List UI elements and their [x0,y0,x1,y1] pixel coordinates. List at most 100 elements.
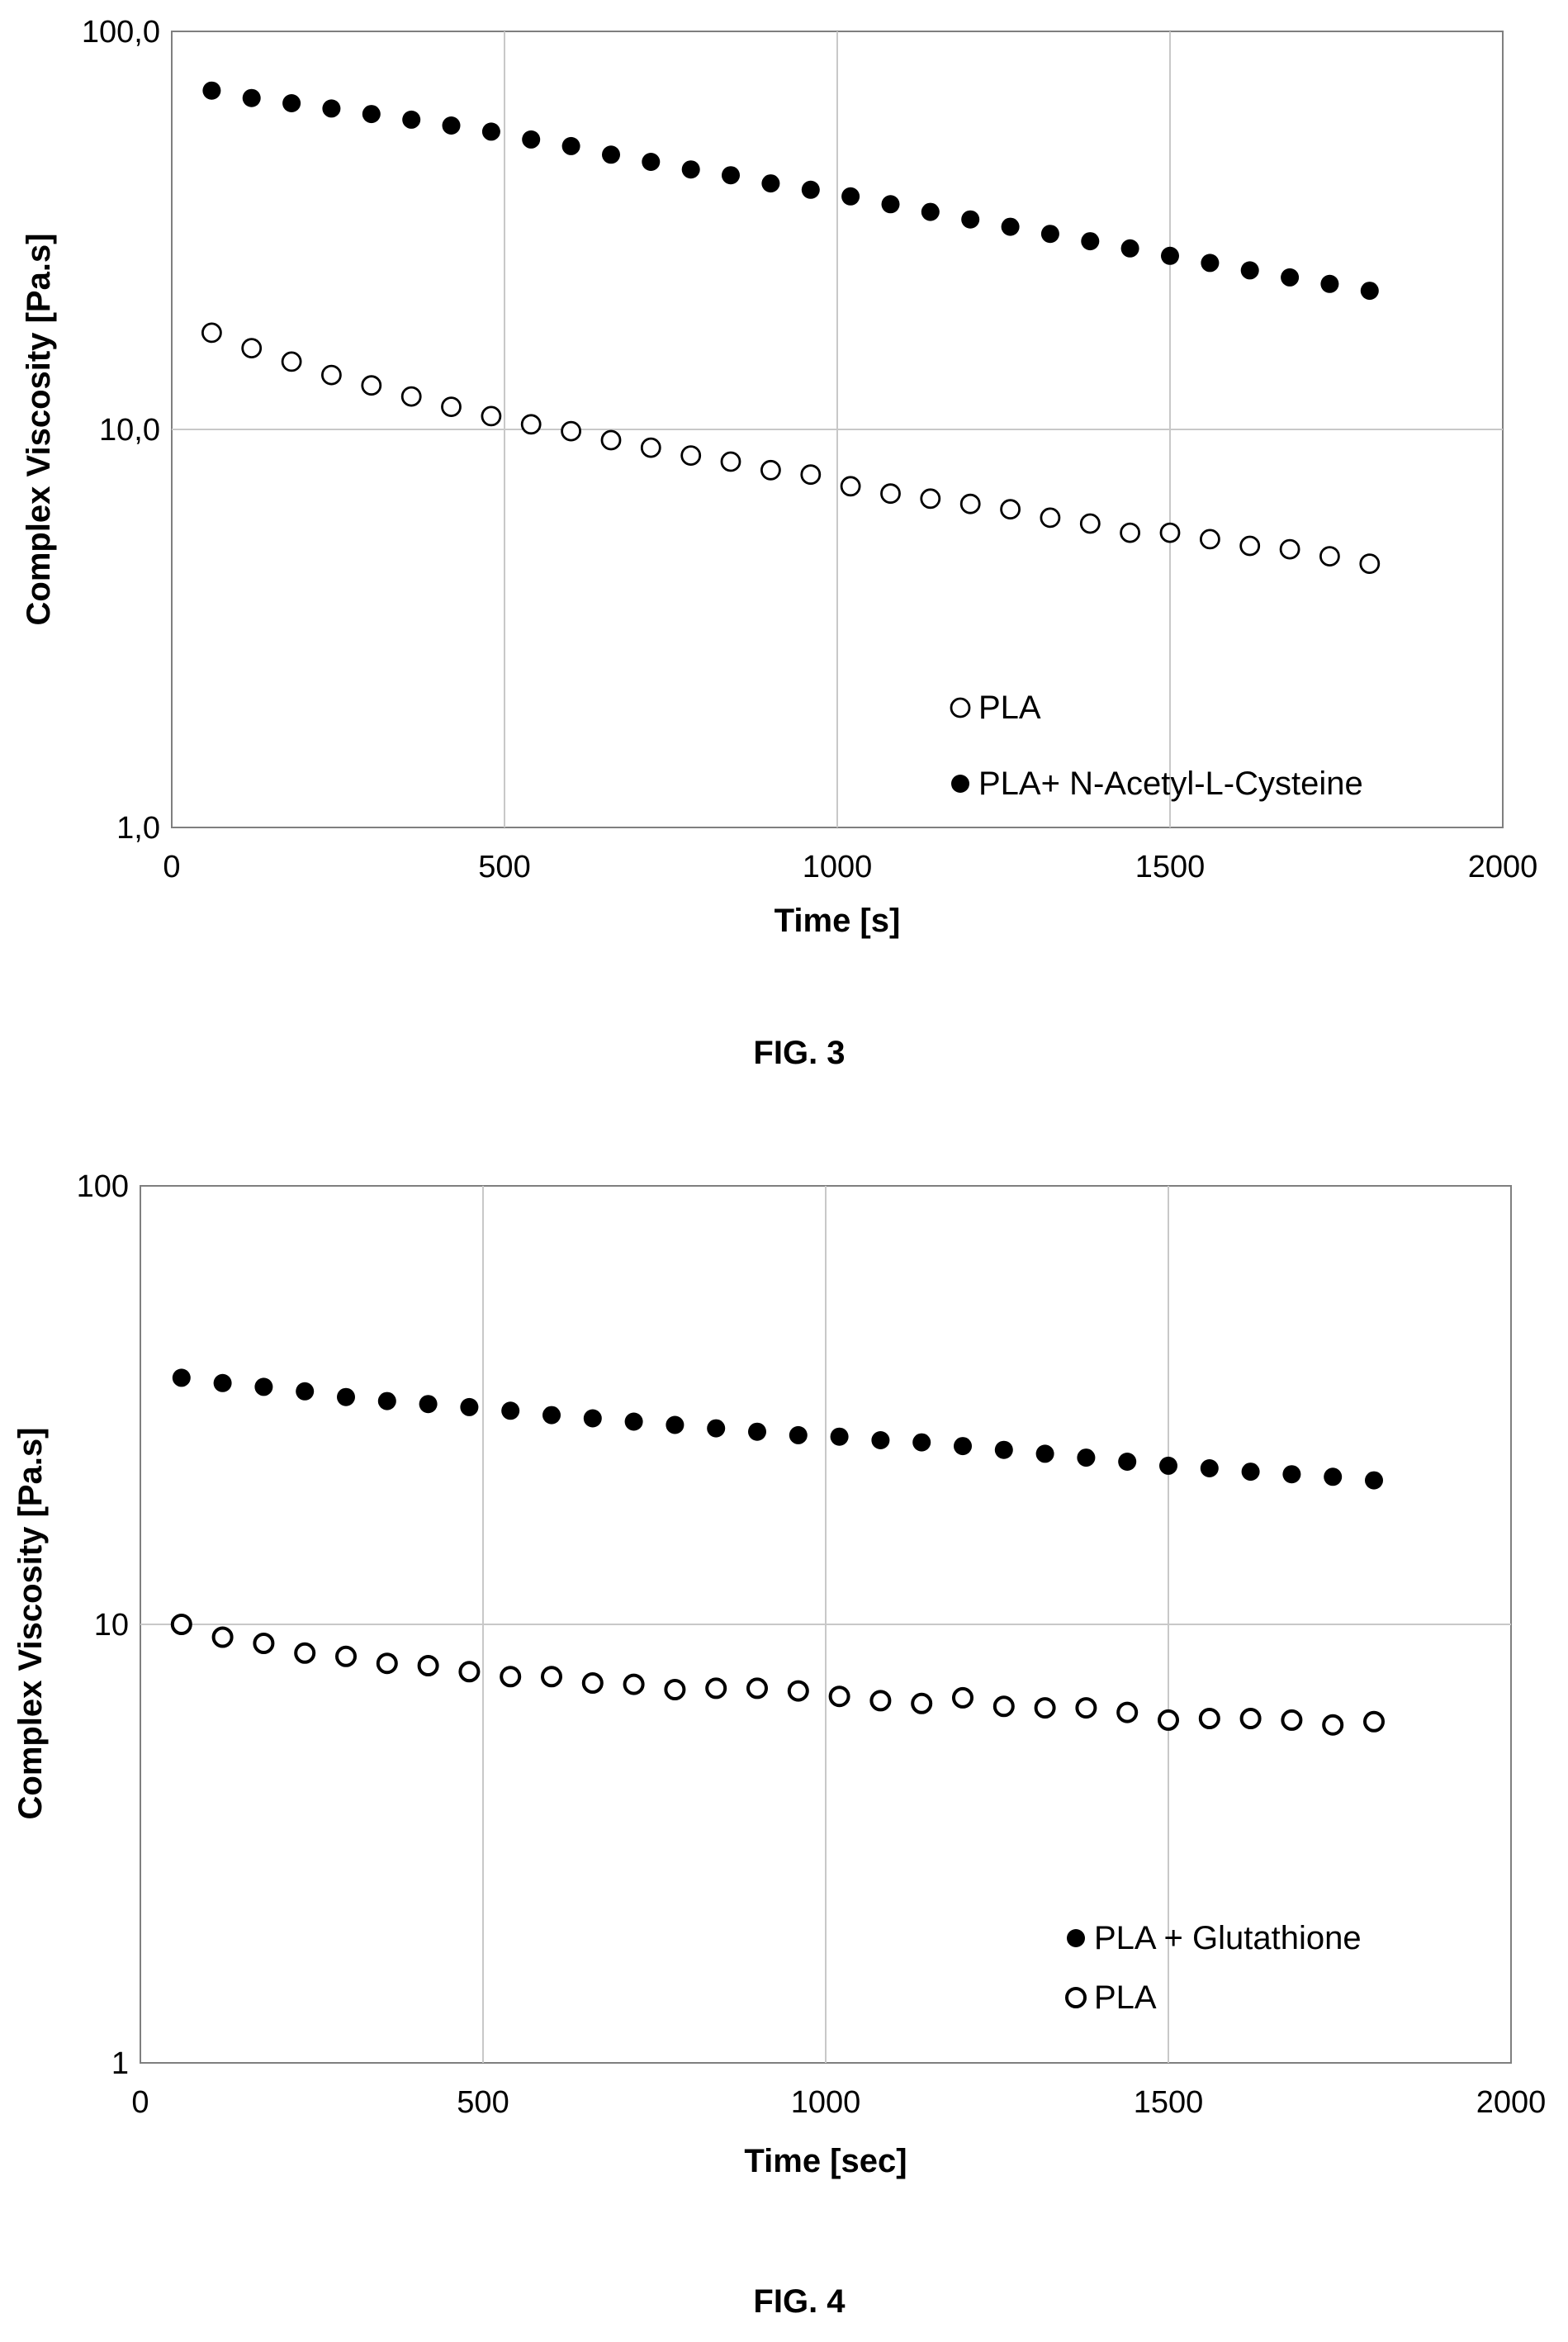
data-point-filled [642,153,661,171]
data-point-open [335,1645,357,1667]
data-point-filled [542,1406,561,1425]
x-tick-label: 500 [478,850,530,884]
data-point-filled [722,166,740,185]
legend-marker-pla-nac [951,775,969,793]
data-point-open [746,1677,768,1700]
data-point-filled [1077,1448,1096,1467]
data-point-open [705,1677,727,1700]
data-point-filled [1320,274,1339,293]
data-point-filled [202,81,221,100]
data-point-filled [789,1425,808,1444]
data-point-open [664,1679,686,1700]
data-point-filled [322,99,341,118]
x-tick-label: 500 [457,2085,509,2120]
data-point-filled [561,136,580,155]
x-axis-title: Time [s] [775,903,901,939]
data-points [201,81,1381,574]
x-tick-label: 1500 [1134,2085,1204,2120]
data-point-filled [954,1437,972,1456]
data-point-open [880,483,901,505]
legend-marker-pla [950,697,971,718]
grid-lines [172,31,1503,827]
x-tick-label: 1500 [1135,850,1206,884]
data-point-filled [748,1422,766,1441]
x-tick-label: 0 [131,2085,149,2120]
data-point-open [1239,535,1261,557]
legend: PLA PLA+ N-Acetyl-L-Cysteine [950,690,1363,802]
data-point-filled [282,94,301,112]
data-point-open [170,1614,192,1635]
y-tick-label: 1 [111,2046,129,2081]
tick-labels: 0 500 1000 1500 2000 1 10 100 [77,1169,1547,2120]
y-tick-label: 1,0 [116,811,160,846]
y-axis-title: Complex Viscosity [Pa.s] [21,234,57,626]
x-tick-label: 0 [163,850,180,884]
data-point-open [520,414,542,435]
data-point-filled [912,1433,931,1452]
chart-fig4: 0 500 1000 1500 2000 1 10 100 Time [sec] Comple… [12,1169,1546,2179]
data-point-filled [1360,282,1379,301]
data-point-filled [921,202,940,221]
data-point-filled [881,195,900,214]
data-point-filled [1201,254,1220,273]
legend-label-pla-nac: PLA+ N-Acetyl-L-Cysteine [978,766,1363,802]
data-point-filled [707,1419,726,1438]
data-point-open [281,351,302,372]
data-point-open [1319,546,1340,567]
data-point-open [800,464,822,486]
legend-label-pla: PLA [1094,1979,1157,2016]
data-point-filled [801,180,820,199]
data-point-open [952,1686,973,1709]
data-point-filled [666,1415,685,1434]
data-point-filled [1040,225,1059,244]
data-point-open [787,1680,809,1702]
data-point-open [581,1672,604,1694]
data-point-open [1040,507,1061,529]
data-point-open [294,1642,316,1664]
data-point-filled [1281,268,1300,287]
data-point-open [828,1685,850,1708]
data-point-open [458,1661,481,1683]
data-point-filled [1240,261,1259,280]
data-point-open [911,1692,933,1714]
data-point-open [441,396,462,418]
data-point-open [920,488,941,510]
data-point-filled [442,116,461,135]
data-point-filled [583,1409,602,1428]
data-point-open [1359,553,1381,574]
data-point-open [211,1626,234,1648]
data-point-filled [501,1401,520,1420]
y-tick-label: 100,0 [82,15,160,50]
legend-marker-pla [1065,1987,1087,2008]
data-point-open [959,493,981,514]
data-point-filled [213,1373,232,1392]
data-point-filled [254,1377,273,1396]
data-point-open [1281,1709,1303,1731]
data-point-filled [624,1412,643,1431]
x-axis-title: Time [sec] [744,2143,907,2179]
data-point-filled [1035,1444,1054,1463]
data-point-open [640,437,661,458]
data-point-filled [1282,1465,1301,1484]
data-point-open [623,1673,645,1695]
data-point-open [992,1695,1015,1718]
legend: PLA + Glutathione PLA [1065,1920,1362,2016]
data-point-filled [761,174,780,193]
data-point-filled [377,1391,396,1410]
data-point-open [400,386,422,407]
data-point-open [680,445,702,466]
data-point-filled [1159,1456,1177,1475]
data-point-open [1322,1714,1344,1736]
data-point-open [1158,1709,1179,1731]
data-point-filled [1001,217,1020,236]
data-point-filled [994,1440,1013,1459]
figure-caption: FIG. 3 [753,1035,845,1071]
y-tick-label: 10,0 [99,413,160,448]
data-point-open [840,476,861,497]
data-point-filled [1324,1467,1343,1486]
data-point-filled [296,1382,315,1401]
x-tick-label: 1000 [803,850,873,884]
data-point-open [720,451,741,472]
data-point-open [201,322,222,344]
